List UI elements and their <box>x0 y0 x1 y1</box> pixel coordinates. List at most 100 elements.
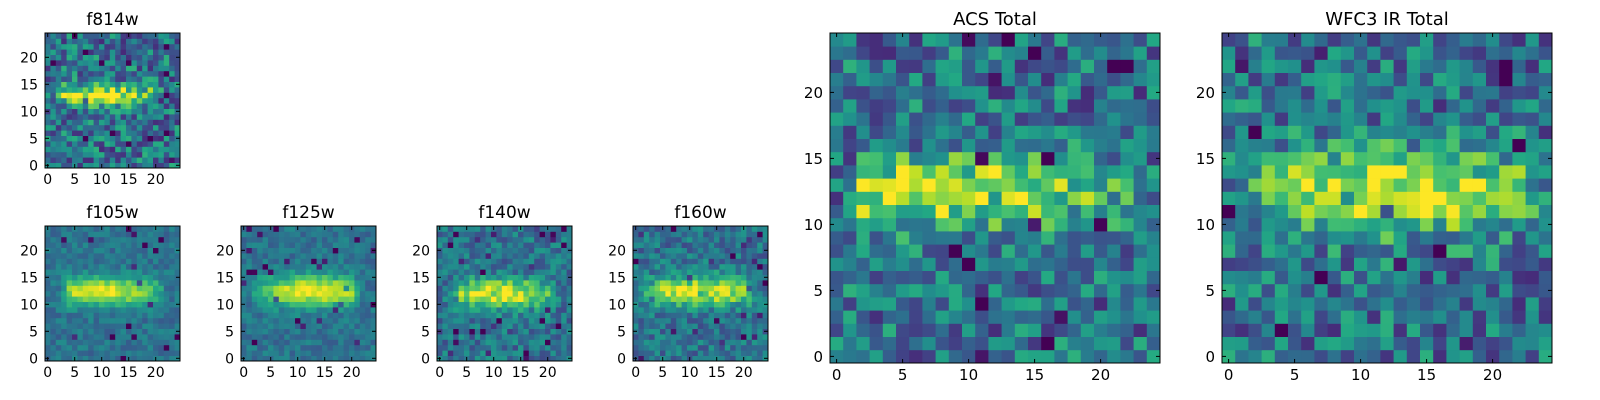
heatmap-cell <box>136 334 143 340</box>
heatmap-cell <box>126 296 132 302</box>
heatmap-cell <box>136 312 143 319</box>
heatmap-cell <box>273 328 280 335</box>
heatmap-cell <box>77 226 84 232</box>
heatmap-cell <box>469 344 476 351</box>
heatmap-cell <box>660 247 666 254</box>
heatmap-cell <box>518 334 524 340</box>
heatmap-cell <box>1261 112 1276 126</box>
heatmap-cell <box>126 301 132 308</box>
heatmap-cell <box>1393 165 1408 179</box>
heatmap-cell <box>109 124 116 131</box>
heatmap-cell <box>692 285 699 292</box>
heatmap-cell <box>1080 244 1095 258</box>
heatmap-cell <box>962 323 976 337</box>
heatmap-cell <box>251 312 258 319</box>
heatmap-cell <box>1314 310 1328 324</box>
heatmap-cell <box>670 258 677 265</box>
heatmap-cell <box>1274 125 1289 139</box>
heatmap-cell <box>359 307 366 313</box>
heatmap-cell <box>518 258 524 265</box>
heatmap-cell <box>1067 336 1082 351</box>
heatmap-cell <box>1486 59 1500 73</box>
heatmap-cell <box>305 285 312 292</box>
heatmap-cell <box>1380 72 1394 87</box>
heatmap-cell <box>136 317 143 324</box>
heatmap-cell <box>1067 297 1082 311</box>
heatmap-cell <box>1054 85 1068 100</box>
heatmap-cell <box>523 236 530 243</box>
heatmap-cell <box>332 253 339 259</box>
heatmap-cell <box>153 76 159 82</box>
heatmap-cell <box>1354 99 1368 113</box>
heatmap-cell <box>1406 33 1421 47</box>
heatmap-cell <box>120 344 127 351</box>
heatmap-cell <box>1001 231 1016 245</box>
heatmap-cell <box>120 339 127 346</box>
heatmap-cell <box>1001 151 1016 166</box>
heatmap-cell <box>719 258 726 265</box>
heatmap-cell <box>512 317 519 324</box>
heatmap-cell <box>649 344 655 351</box>
x-tick-label: 0 <box>1224 366 1234 384</box>
heatmap-cell <box>174 290 181 297</box>
heatmap-cell <box>469 274 476 281</box>
heatmap-cell <box>268 312 274 319</box>
heatmap-cell <box>104 247 111 254</box>
heatmap-cell <box>882 283 897 298</box>
heatmap-cell <box>1327 336 1342 351</box>
heatmap-cell <box>922 99 936 113</box>
heatmap-cell <box>437 263 443 270</box>
heatmap-cell <box>1459 297 1474 311</box>
heatmap-cell <box>757 290 763 297</box>
heatmap-cell <box>126 323 132 329</box>
heatmap-cell <box>354 328 361 335</box>
heatmap-cell <box>251 247 258 254</box>
heatmap-cell <box>561 328 567 335</box>
heatmap-cell <box>687 242 693 248</box>
heatmap-cell <box>273 269 280 275</box>
heatmap-cell <box>120 38 127 45</box>
heatmap-cell <box>458 226 465 232</box>
heatmap-cell <box>115 258 121 265</box>
heatmap-cell <box>830 270 844 285</box>
heatmap-cell <box>453 339 459 346</box>
heatmap-cell <box>528 323 535 329</box>
heatmap-cell <box>61 76 67 82</box>
heatmap-cell <box>869 46 884 60</box>
heatmap-cell <box>131 135 138 142</box>
heatmap-cell <box>670 312 677 319</box>
heatmap-cell <box>169 263 175 270</box>
heatmap-cell <box>88 280 94 286</box>
heatmap-cell <box>66 103 73 109</box>
heatmap-cell <box>1235 283 1249 298</box>
heatmap-cell <box>697 355 704 362</box>
heatmap-cell <box>1107 323 1121 337</box>
heatmap-cell <box>295 247 301 254</box>
heatmap-cell <box>82 328 89 335</box>
heatmap-cell <box>338 328 344 335</box>
heatmap-cell <box>174 124 181 131</box>
heatmap-cell <box>115 130 121 136</box>
heatmap-cell <box>762 231 769 238</box>
heatmap-cell <box>66 339 73 346</box>
heatmap-cell <box>99 124 105 131</box>
heatmap-cell <box>501 242 508 248</box>
heatmap-cell <box>1512 217 1526 232</box>
heatmap-cell <box>305 307 312 313</box>
heatmap-cell <box>566 312 573 319</box>
heatmap-cell <box>566 269 573 275</box>
heatmap-cell <box>1248 231 1262 245</box>
heatmap-cell <box>464 307 470 313</box>
heatmap-cell <box>142 231 148 238</box>
heatmap-cell <box>158 49 165 55</box>
heatmap-cell <box>1120 231 1134 245</box>
heatmap-cell <box>948 283 963 298</box>
heatmap-cell <box>332 339 339 346</box>
heatmap-cell <box>746 231 753 238</box>
heatmap-cell <box>643 285 650 292</box>
heatmap-cell <box>922 204 936 219</box>
heatmap-cell <box>289 312 296 319</box>
heatmap-cell <box>830 257 844 271</box>
heatmap-cell <box>295 317 301 324</box>
heatmap-cell <box>708 258 715 265</box>
